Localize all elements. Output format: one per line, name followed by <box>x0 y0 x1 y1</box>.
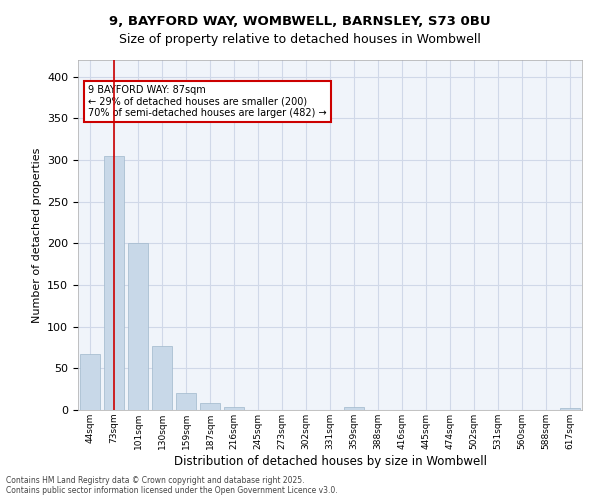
Bar <box>344 406 364 410</box>
Text: Size of property relative to detached houses in Wombwell: Size of property relative to detached ho… <box>119 32 481 46</box>
Bar <box>80 354 100 410</box>
Text: 9 BAYFORD WAY: 87sqm
← 29% of detached houses are smaller (200)
70% of semi-deta: 9 BAYFORD WAY: 87sqm ← 29% of detached h… <box>88 84 327 117</box>
Text: Contains HM Land Registry data © Crown copyright and database right 2025.
Contai: Contains HM Land Registry data © Crown c… <box>6 476 338 495</box>
Bar <box>152 346 172 410</box>
Bar <box>224 406 244 410</box>
X-axis label: Distribution of detached houses by size in Wombwell: Distribution of detached houses by size … <box>173 454 487 468</box>
Y-axis label: Number of detached properties: Number of detached properties <box>32 148 41 322</box>
Text: 9, BAYFORD WAY, WOMBWELL, BARNSLEY, S73 0BU: 9, BAYFORD WAY, WOMBWELL, BARNSLEY, S73 … <box>109 15 491 28</box>
Bar <box>104 156 124 410</box>
Bar <box>128 244 148 410</box>
Bar <box>200 404 220 410</box>
Bar <box>560 408 580 410</box>
Bar <box>176 394 196 410</box>
